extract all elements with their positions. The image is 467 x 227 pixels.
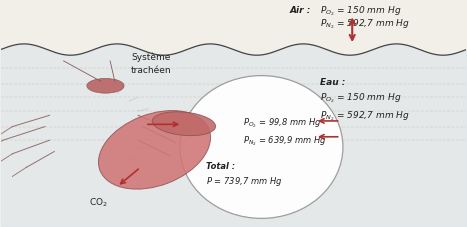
Text: $P$ = 739,7 mm Hg: $P$ = 739,7 mm Hg <box>205 175 282 188</box>
Text: $P_{O_2}$ = 150 mm Hg: $P_{O_2}$ = 150 mm Hg <box>319 4 401 17</box>
Text: trachéen: trachéen <box>131 66 172 75</box>
Ellipse shape <box>99 111 211 189</box>
Text: $P_{N_2}$ = 639,9 mm Hg: $P_{N_2}$ = 639,9 mm Hg <box>243 134 326 147</box>
Text: $P_{O_2}$ = 99,8 mm Hg: $P_{O_2}$ = 99,8 mm Hg <box>243 116 321 129</box>
Text: Système: Système <box>131 52 170 62</box>
Ellipse shape <box>87 79 124 94</box>
Ellipse shape <box>152 112 216 136</box>
Text: CO$_2$: CO$_2$ <box>89 195 108 208</box>
Text: Air :: Air : <box>290 6 311 15</box>
Text: Eau :: Eau : <box>319 77 345 86</box>
Text: $P_{O_2}$ = 150 mm Hg: $P_{O_2}$ = 150 mm Hg <box>319 91 401 104</box>
Text: $P_{N_2}$ = 592,7 mm Hg: $P_{N_2}$ = 592,7 mm Hg <box>319 18 410 31</box>
Text: Total :: Total : <box>205 161 235 170</box>
Text: $P_{N_2}$ = 592,7 mm Hg: $P_{N_2}$ = 592,7 mm Hg <box>319 109 410 123</box>
Ellipse shape <box>180 76 343 218</box>
